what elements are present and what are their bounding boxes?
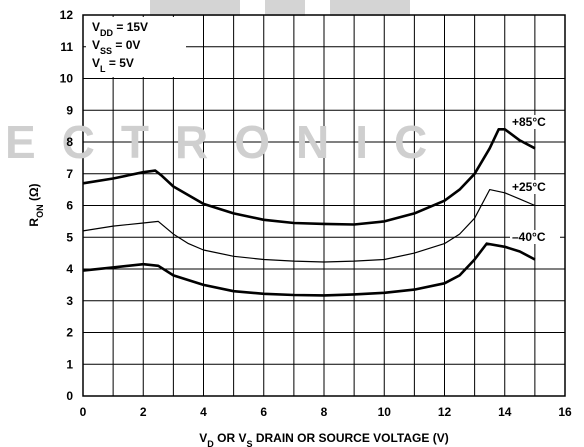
plot-frame: [82, 14, 566, 397]
series-label-bg: [510, 180, 560, 194]
series-label: +25°C: [512, 180, 546, 194]
annotation-sub: DD: [100, 28, 113, 38]
x-tick-label: 14: [498, 405, 512, 419]
y-tick-label: 6: [66, 199, 73, 213]
series-label: –40°C: [512, 230, 546, 244]
annotation-main: V: [92, 20, 100, 34]
y-tick-label: 5: [66, 230, 73, 244]
watermark-logo: [150, 0, 410, 16]
annotation-rest: = 15V: [113, 20, 148, 34]
y-axis-label: RON (Ω): [27, 183, 45, 226]
x-tick-label: 0: [80, 405, 87, 419]
annotation-sub: L: [100, 64, 106, 74]
y-tick-label: 1: [66, 357, 73, 371]
x-tick-label: 4: [200, 405, 207, 419]
y-tick-label: 10: [60, 72, 74, 86]
annotation: VSS = 0V: [92, 38, 140, 56]
annotation-box: [86, 17, 186, 77]
y-tick-label: 12: [60, 8, 74, 22]
x-axis-label: VD OR VS DRAIN OR SOURCE VOLTAGE (V): [199, 431, 448, 447]
x-tick-label: 16: [558, 405, 572, 419]
x-tick-label: 6: [260, 405, 267, 419]
annotation-main: V: [92, 56, 100, 70]
annotation-rest: = 5V: [106, 56, 134, 70]
x-tick-label: 12: [438, 405, 452, 419]
series-line: [82, 128, 536, 226]
annotation-rest: = 0V: [112, 38, 140, 52]
annotation: VDD = 15V: [92, 20, 148, 38]
x-tick-label: 2: [140, 405, 147, 419]
y-tick-label: 2: [66, 326, 73, 340]
annotation: VL = 5V: [92, 56, 134, 74]
series-label: +85°C: [512, 115, 546, 129]
y-tick-label: 8: [66, 135, 73, 149]
annotation-sub: SS: [100, 46, 112, 56]
series-line: [82, 189, 536, 263]
x-tick-label: 10: [378, 405, 392, 419]
x-tick-label: 8: [321, 405, 328, 419]
y-tick-label: 9: [66, 103, 73, 117]
y-tick-label: 11: [60, 40, 73, 54]
y-tick-label: 3: [66, 294, 73, 308]
annotation-main: V: [92, 38, 100, 52]
series-line: [82, 242, 536, 297]
series-label-bg: [510, 230, 560, 244]
watermark: ECTRONIC: [5, 116, 453, 168]
y-tick-label: 4: [66, 262, 73, 276]
y-tick-label: 0: [66, 389, 73, 403]
series-label-bg: [510, 115, 560, 129]
y-tick-label: 7: [66, 167, 73, 181]
